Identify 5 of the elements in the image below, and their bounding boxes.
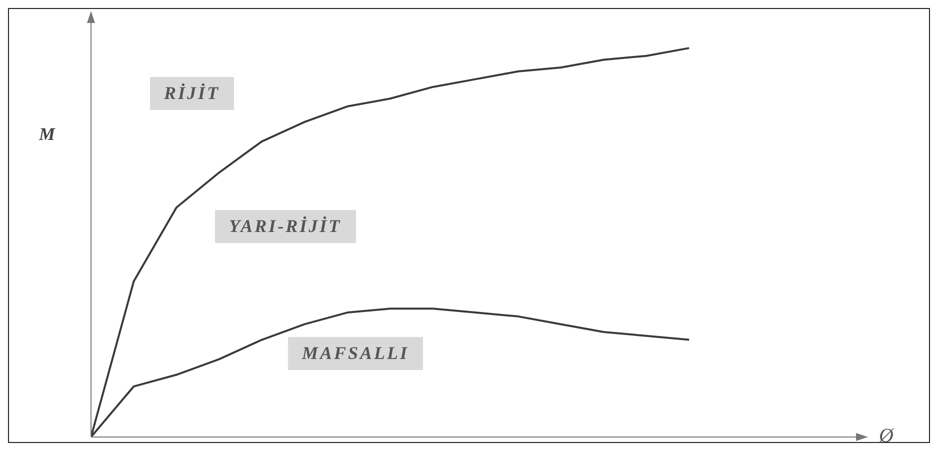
annotation: RİJİT (150, 77, 234, 110)
annotation: MAFSALLI (288, 337, 424, 370)
x-axis-title: Ø (879, 425, 894, 448)
y-axis-title: M (39, 124, 56, 145)
annotation: YARI-RİJİT (215, 210, 356, 243)
